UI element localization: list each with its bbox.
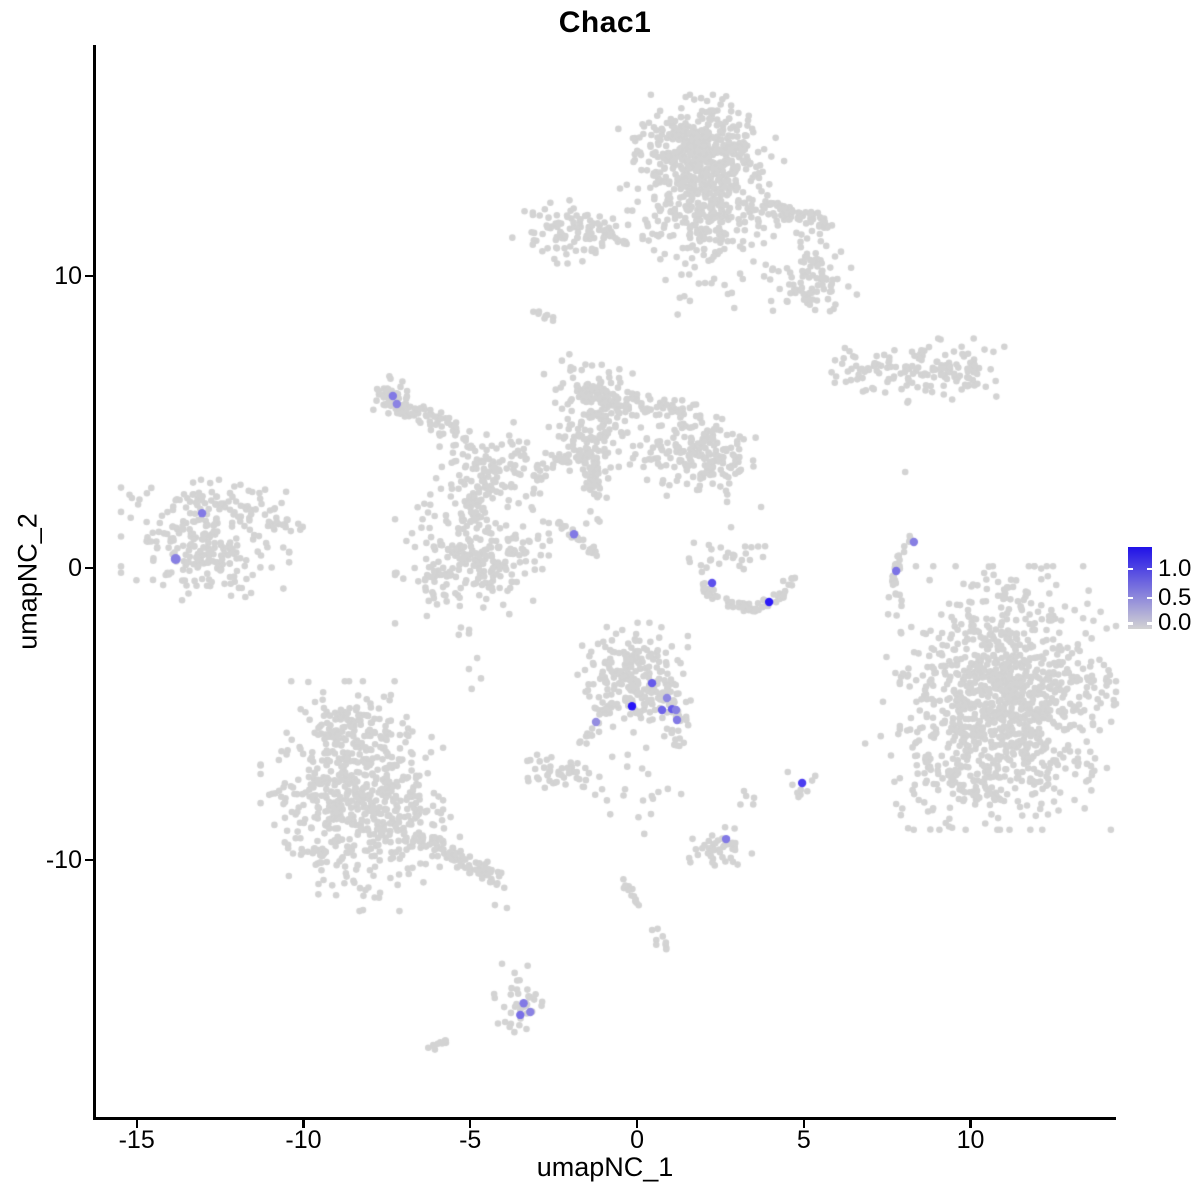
x-tick-label: -15 xyxy=(118,1126,155,1154)
y-axis-line xyxy=(93,45,96,1120)
x-tick-mark xyxy=(969,1119,972,1128)
legend-tick-notch xyxy=(1147,622,1152,625)
y-tick-label: 0 xyxy=(68,554,82,583)
y-tick-label: 10 xyxy=(54,262,82,290)
x-tick-mark xyxy=(635,1119,639,1128)
x-tick-mark xyxy=(302,1119,305,1128)
x-axis-title: umapNC_1 xyxy=(536,1152,674,1182)
y-tick-label: -10 xyxy=(45,846,82,875)
x-tick-label: -5 xyxy=(459,1126,482,1154)
legend-tick-label: 1.0 xyxy=(1158,555,1192,583)
legend-tick-notch xyxy=(1147,596,1152,600)
legend-tick-notch xyxy=(1147,567,1152,571)
legend-tick-label: 0.5 xyxy=(1158,583,1192,611)
x-tick-label: -10 xyxy=(285,1126,322,1154)
legend-tick-notch xyxy=(1128,596,1133,600)
x-tick-label: 5 xyxy=(796,1126,811,1154)
x-tick-mark xyxy=(802,1119,805,1128)
legend-gradient-bar xyxy=(1128,547,1152,629)
x-tick-label: 10 xyxy=(956,1126,985,1154)
y-axis-title: umapNC_2 xyxy=(12,513,43,650)
y-tick-mark xyxy=(85,859,94,862)
legend-tick-notch xyxy=(1128,622,1133,625)
legend-tick-label: 0.0 xyxy=(1158,609,1192,637)
y-tick-mark xyxy=(85,274,94,278)
x-tick-mark xyxy=(135,1119,138,1128)
x-axis-line xyxy=(93,1117,1116,1120)
plot-title: Chac1 xyxy=(558,6,652,39)
x-tick-label: 0 xyxy=(630,1126,644,1154)
x-tick-mark xyxy=(469,1119,472,1128)
y-tick-mark xyxy=(85,566,94,570)
legend-colorbar: 1.0 0.5 0.0 xyxy=(1128,545,1200,637)
legend-tick-notch xyxy=(1128,567,1133,571)
